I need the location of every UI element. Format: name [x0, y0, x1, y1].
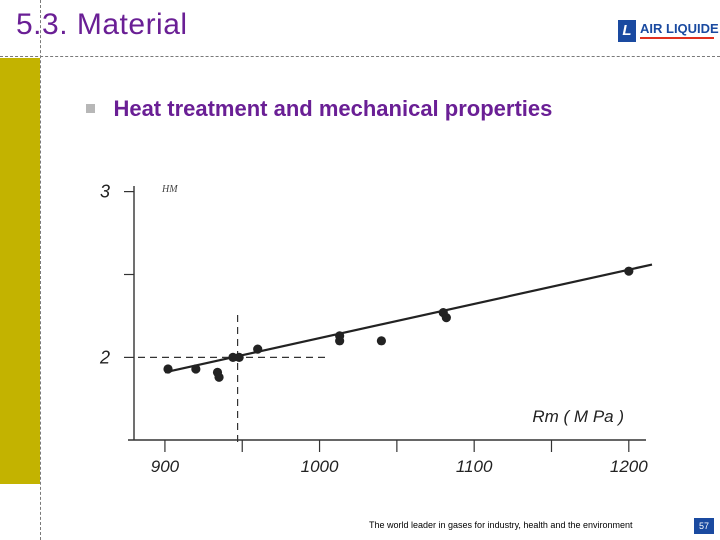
logo-underline — [640, 37, 714, 39]
data-point — [234, 352, 244, 362]
data-point — [376, 336, 387, 346]
footer-tagline: The world leader in gases for industry, … — [369, 520, 633, 530]
x-tick-label: 1000 — [301, 457, 339, 476]
y-tick-label: 2 — [99, 347, 110, 367]
logo-mark: L — [618, 20, 636, 42]
left-accent-bar — [0, 58, 40, 484]
bullet-item: Heat treatment and mechanical properties — [86, 96, 552, 122]
fit-line — [164, 263, 653, 374]
x-tick-label: 900 — [151, 457, 180, 476]
y-axis-label: HM — [161, 184, 178, 195]
slide-subtitle: Heat treatment and mechanical properties — [113, 96, 553, 121]
data-point — [253, 344, 263, 354]
bullet-icon — [86, 104, 95, 114]
horizontal-guide-line — [0, 56, 720, 57]
logo-text: AIR LIQUIDE — [640, 21, 719, 36]
slide-title: 5.3. Material — [16, 8, 188, 41]
vertical-guide-line — [40, 0, 41, 540]
x-axis-label: Rm ( M Pa ) — [532, 407, 624, 426]
data-point — [624, 266, 634, 276]
air-liquide-logo: L AIR LIQUIDE — [618, 20, 719, 42]
data-point — [163, 364, 173, 374]
data-point — [214, 372, 224, 382]
x-tick-label: 1200 — [610, 457, 648, 476]
data-point — [191, 364, 201, 374]
x-tick-label: 1100 — [456, 457, 493, 476]
data-point — [441, 313, 451, 323]
hardness-vs-strength-chart: 900 1000 1100 1200 2 3 HM Rm ( M Pa ) — [96, 168, 656, 486]
y-tick-label: 3 — [100, 182, 110, 202]
page-number: 57 — [694, 518, 714, 534]
data-point — [335, 336, 345, 346]
